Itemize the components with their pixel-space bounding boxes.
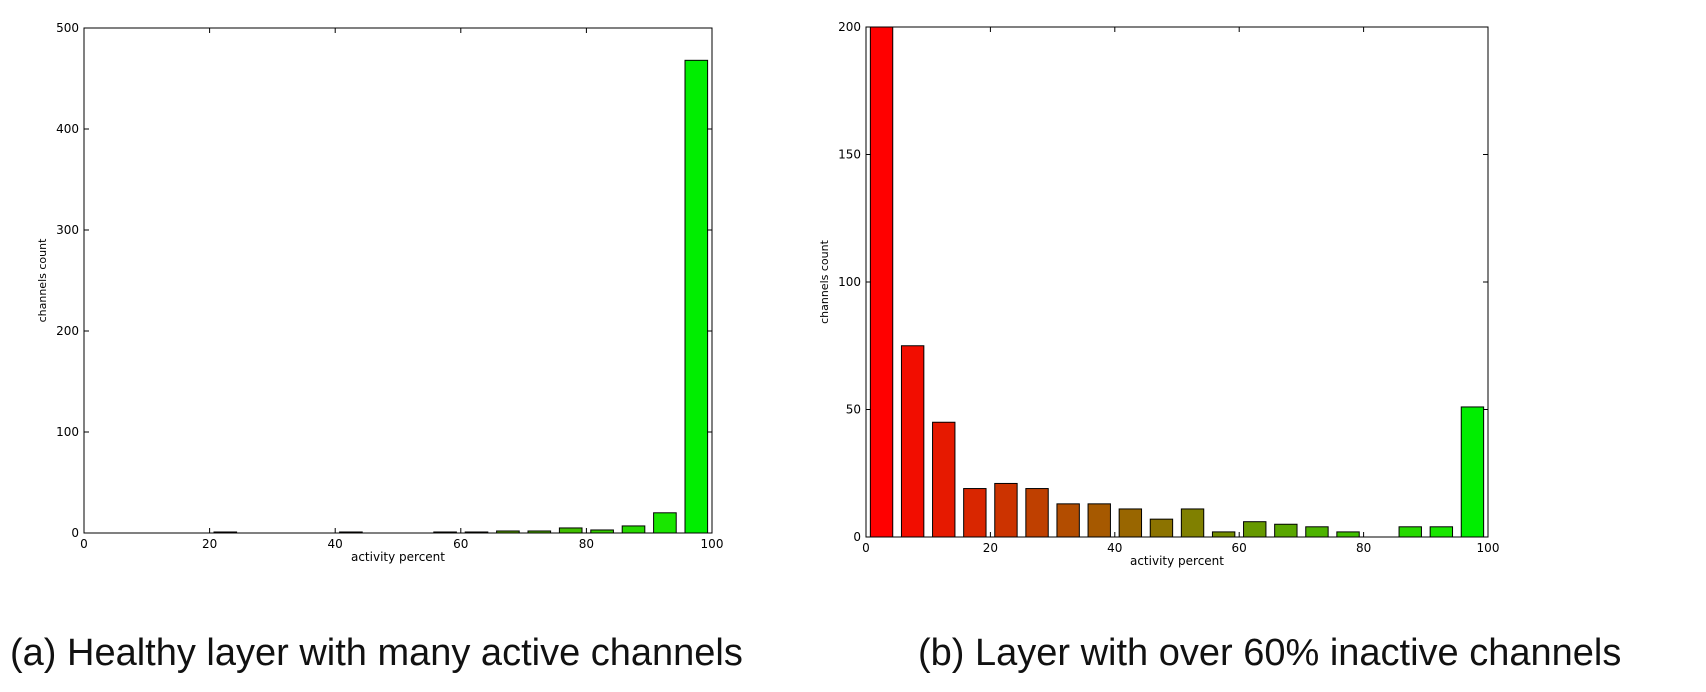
x-axis-label: activity percent [1130, 554, 1224, 568]
bar [1211, 531, 1236, 538]
bar [1274, 523, 1298, 538]
y-tick-label: 0 [853, 530, 861, 544]
y-axis-label: channels count [818, 239, 831, 323]
bar [1398, 526, 1422, 538]
bar [558, 527, 583, 534]
x-tick-label: 100 [1477, 541, 1500, 555]
caption-b: (b) Layer with over 60% inactive channel… [918, 632, 1622, 674]
y-tick-label: 100 [838, 275, 861, 289]
x-tick-label: 40 [328, 537, 343, 551]
y-tick-label: 500 [56, 21, 79, 35]
x-tick-label: 80 [1356, 541, 1371, 555]
bar [1305, 526, 1329, 538]
bar [963, 488, 987, 538]
plot-frame [865, 26, 1489, 538]
x-tick-label: 0 [80, 537, 88, 551]
x-tick-label: 100 [701, 537, 724, 551]
bar [1336, 531, 1360, 538]
y-tick-label: 100 [56, 425, 79, 439]
x-tick-label: 0 [862, 541, 870, 555]
x-tick-label: 20 [983, 541, 998, 555]
bar [900, 345, 925, 538]
plot-frame [83, 27, 713, 534]
x-tick-label: 60 [1232, 541, 1247, 555]
y-tick-label: 400 [56, 122, 79, 136]
x-tick-label: 20 [202, 537, 217, 551]
bar [1149, 518, 1174, 538]
y-tick-label: 50 [846, 403, 861, 417]
bar [621, 525, 646, 534]
bar [1056, 503, 1080, 538]
x-axis-label: activity percent [351, 550, 445, 564]
bar [994, 482, 1018, 538]
y-tick-label: 0 [71, 526, 79, 540]
bar [1429, 526, 1454, 538]
y-tick-label: 300 [56, 223, 79, 237]
x-tick-label: 40 [1107, 541, 1122, 555]
bar [1025, 488, 1049, 538]
y-axis-label: channels count [36, 238, 49, 322]
bar [1087, 503, 1111, 538]
bar [869, 26, 894, 538]
bar [653, 512, 677, 534]
bar [1243, 521, 1267, 538]
bar [684, 59, 709, 534]
chart-b-inactive-layer: 0 20 40 60 80 100 0 50 100 150 200 activity percent… [818, 20, 1499, 568]
x-tick-label: 80 [579, 537, 594, 551]
y-tick-label: 200 [838, 20, 861, 34]
y-tick-label: 150 [838, 148, 861, 162]
bar [1460, 406, 1485, 538]
chart-a-healthy-layer: 0 20 40 60 80 100 0 100 200 300 400 500 activity per… [36, 21, 723, 564]
bar [1180, 508, 1205, 538]
x-tick-label: 60 [453, 537, 468, 551]
bar [932, 421, 956, 538]
y-tick-label: 200 [56, 324, 79, 338]
bar [1118, 508, 1143, 538]
caption-a: (a) Healthy layer with many active chann… [10, 632, 743, 674]
